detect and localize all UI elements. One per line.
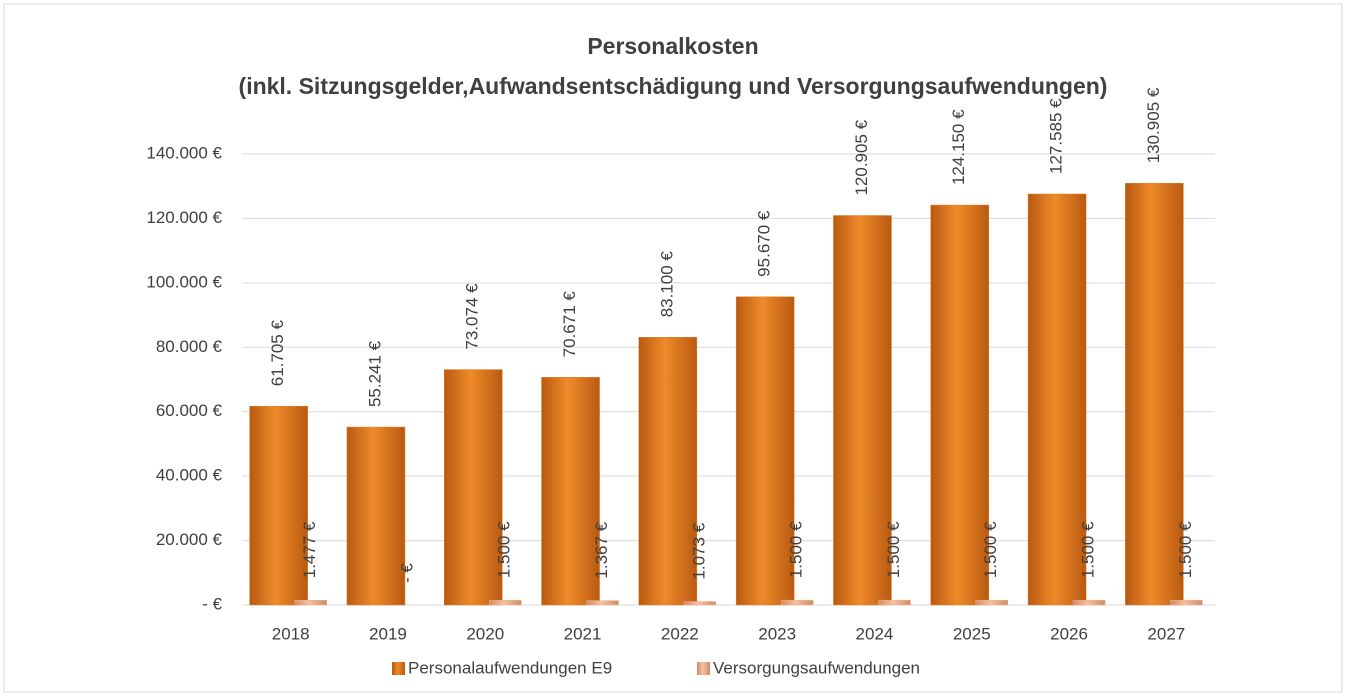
bar (638, 337, 698, 606)
bar (249, 405, 308, 606)
y-tick-label: 40.000 € (156, 466, 223, 485)
bar (878, 599, 911, 606)
legend-label: Personalaufwendungen E9 (408, 658, 612, 677)
x-tick-label: 2024 (856, 624, 894, 643)
bar (930, 204, 989, 606)
x-tick-label: 2027 (1147, 624, 1185, 643)
bar (780, 599, 814, 606)
value-label: 1.500 € (495, 521, 514, 578)
legend-swatch (697, 662, 710, 675)
bar (735, 296, 795, 606)
bar (294, 599, 327, 606)
value-label: 55.241 € (365, 340, 384, 407)
x-tick-label: 2026 (1050, 624, 1088, 643)
value-label: 61.705 € (268, 320, 287, 387)
y-tick-label: 120.000 € (146, 208, 222, 227)
x-tick-label: 2025 (953, 624, 991, 643)
bar (1072, 599, 1106, 606)
y-tick-label: 100.000 € (146, 272, 222, 291)
value-label: 1.500 € (1079, 521, 1098, 578)
legend-swatch (392, 662, 405, 675)
x-tick-label: 2021 (564, 624, 602, 643)
x-tick-label: 2022 (661, 624, 699, 643)
value-label: 1.500 € (787, 521, 806, 578)
value-label: 127.585 € (1047, 98, 1066, 174)
bar (1027, 193, 1087, 606)
x-tick-label: 2019 (369, 624, 407, 643)
value-label: 120.905 € (852, 119, 871, 195)
value-label: 1.477 € (300, 521, 319, 578)
y-tick-label: - € (202, 594, 222, 613)
y-tick-label: 60.000 € (156, 401, 223, 420)
bar (586, 600, 619, 606)
value-label: 130.905 € (1144, 87, 1163, 163)
value-label: 1.367 € (592, 521, 611, 578)
chart-subtitle: (inkl. Sitzungsgelder,Aufwandsentschädig… (239, 73, 1108, 99)
value-label: 1.500 € (884, 521, 903, 578)
value-label: 124.150 € (949, 109, 968, 185)
value-label: - € (397, 563, 416, 583)
bar (541, 377, 600, 606)
value-label: 70.671 € (560, 291, 579, 358)
value-label: 1.500 € (981, 521, 1000, 578)
value-label: 95.670 € (755, 210, 774, 277)
x-tick-label: 2020 (466, 624, 504, 643)
x-tick-label: 2023 (758, 624, 796, 643)
y-tick-label: 140.000 € (146, 143, 222, 162)
value-label: 1.073 € (689, 522, 708, 579)
y-tick-label: 20.000 € (156, 530, 223, 549)
bar (683, 601, 717, 606)
bar (346, 426, 406, 606)
value-label: 1.500 € (1176, 521, 1195, 578)
chart-title: Personalkosten (587, 33, 758, 59)
value-label: 73.074 € (463, 283, 482, 350)
y-tick-label: 80.000 € (156, 337, 223, 356)
bar (444, 369, 503, 606)
legend-label: Versorgungsaufwendungen (713, 658, 920, 677)
bar (1125, 183, 1184, 606)
bar (975, 599, 1008, 606)
bar (833, 215, 892, 606)
x-tick-label: 2018 (272, 624, 310, 643)
bar (1170, 599, 1203, 606)
bar (489, 599, 522, 606)
value-label: 83.100 € (657, 251, 676, 318)
